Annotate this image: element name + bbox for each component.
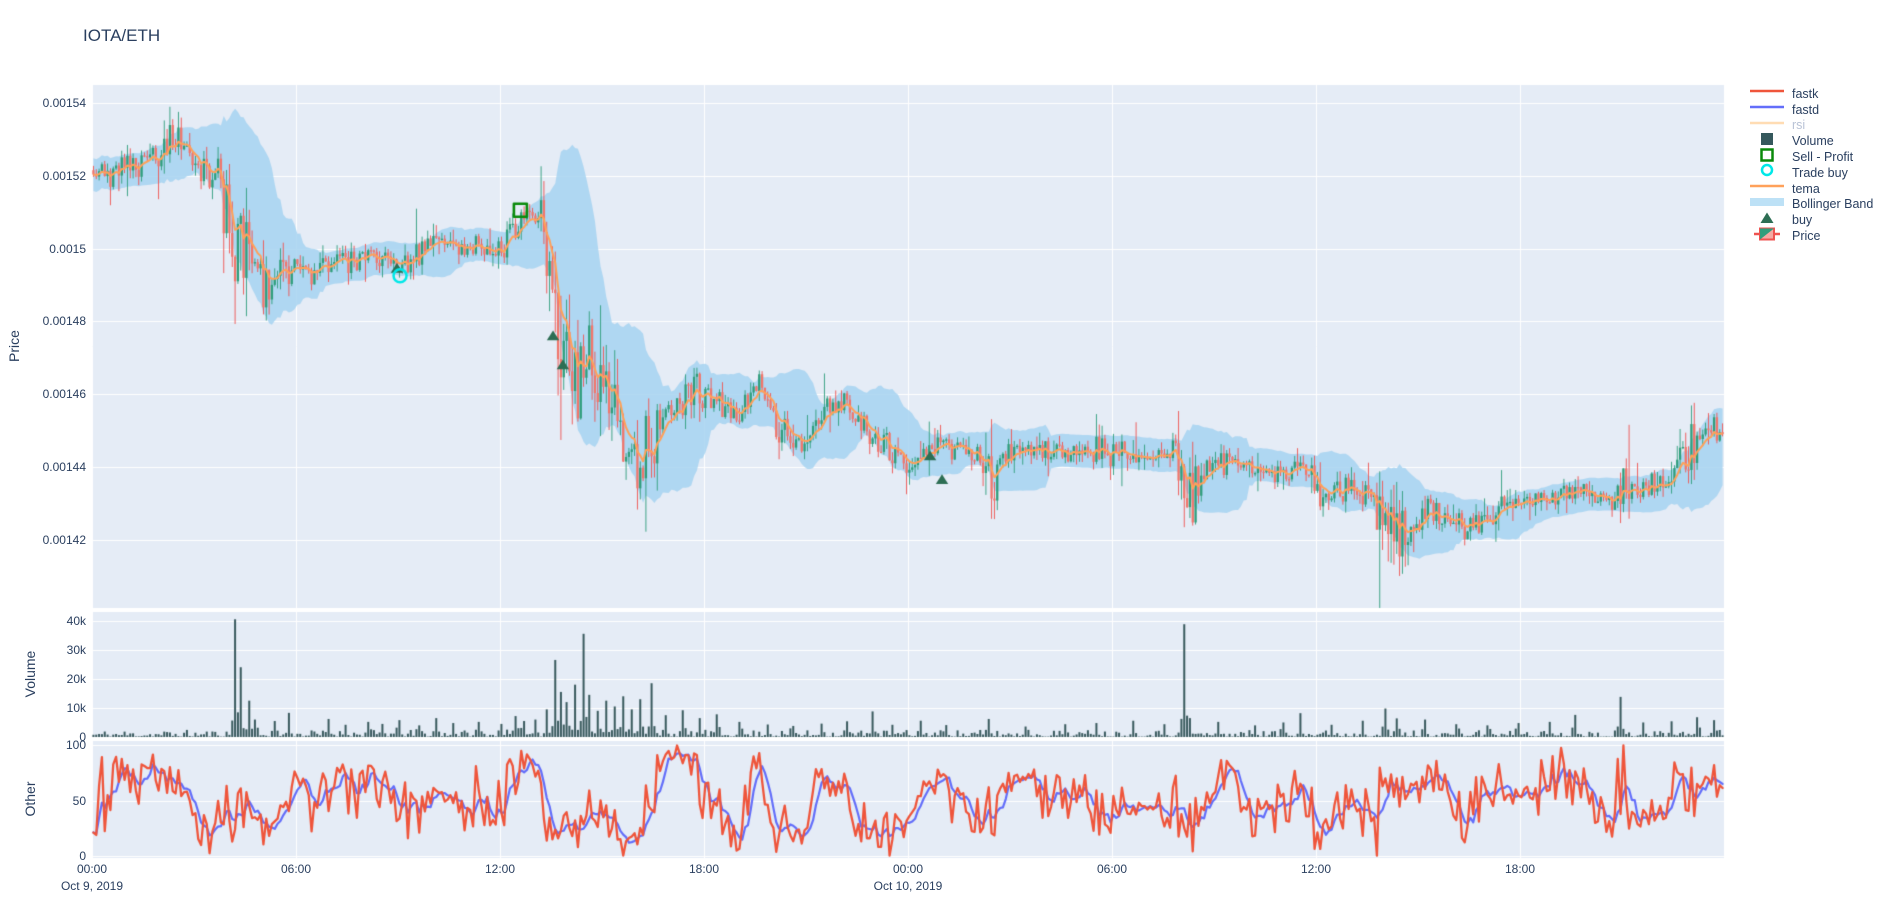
legend-item-label: Price [1792, 229, 1821, 244]
legend-item-price[interactable]: Price [1745, 227, 1887, 246]
legend-item-trade-buy[interactable]: Trade buy [1745, 163, 1887, 182]
price-swatch-icon [1745, 227, 1789, 246]
x-tick-label: 00:00 [76, 862, 108, 876]
x-tick-label: 12:00 [1300, 862, 1332, 876]
sell-profit-swatch-icon [1745, 147, 1789, 167]
tema-swatch-icon [1745, 179, 1789, 198]
legend-item-label: Volume [1792, 134, 1834, 149]
other-y-tick-label: 50 [72, 793, 86, 808]
legend-item-fastd[interactable]: fastd [1745, 102, 1887, 118]
legend-item-volume[interactable]: Volume [1745, 132, 1887, 151]
volume-y-tick-label: 20k [66, 671, 86, 686]
other-y-tick-label: 100 [65, 738, 86, 753]
legend: fastk fastd rsi Volume Sell - Profit Trade bu… [1745, 86, 1887, 244]
volume-y-tick-label: 0 [79, 730, 86, 744]
legend-item-rsi[interactable]: rsi [1745, 118, 1887, 134]
page-title: IOTA/ETH [83, 26, 161, 45]
x-tick-label: 06:00 [280, 862, 312, 876]
volume-y-tick-label: 10k [66, 700, 86, 715]
price-y-tick-label: 0.00142 [42, 532, 86, 547]
price-y-tick-label: 0.00154 [42, 95, 86, 110]
legend-item-label: fastk [1792, 86, 1819, 101]
fastd-swatch-icon [1745, 100, 1789, 119]
legend-item-tema[interactable]: tema [1745, 181, 1887, 197]
legend-item-label: fastd [1792, 102, 1820, 117]
volume-swatch-icon [1745, 132, 1789, 151]
rsi-swatch-icon [1745, 116, 1789, 135]
x-tick-label: 06:00 [1096, 862, 1128, 876]
legend-item-buy[interactable]: buy [1745, 212, 1887, 228]
legend-item-sell-profit[interactable]: Sell - Profit [1745, 147, 1887, 167]
x-tick-label: 18:00 [688, 862, 720, 876]
legend-item-label: Sell - Profit [1792, 150, 1854, 165]
legend-item-label: buy [1792, 213, 1813, 228]
price-y-tick-label: 0.0015 [49, 241, 86, 256]
volume-y-tick-label: 40k [66, 613, 86, 628]
trade-buy-swatch-icon [1745, 163, 1789, 182]
price-y-tick-label: 0.00146 [42, 387, 86, 402]
legend-item-label: tema [1792, 181, 1820, 196]
volume-y-tick-label: 30k [66, 642, 86, 657]
x-tick-label: 00:00 [892, 862, 924, 876]
other-y-tick-label: 0 [79, 848, 86, 863]
x-tick-date-label: Oct 10, 2019 [873, 879, 943, 893]
x-tick-label: 18:00 [1504, 862, 1536, 876]
legend-item-fastk[interactable]: fastk [1745, 86, 1887, 102]
price-y-tick-label: 0.00144 [42, 460, 86, 475]
legend-item-label: rsi [1792, 118, 1806, 133]
price-y-tick-label: 0.00152 [42, 168, 86, 183]
legend-item-label: Trade buy [1792, 165, 1848, 180]
legend-item-bollinger-band[interactable]: Bollinger Band [1745, 197, 1887, 213]
legend-item-label: Bollinger Band [1792, 197, 1874, 212]
x-tick-label: 12:00 [484, 862, 516, 876]
price-axis-title: Price [6, 330, 22, 362]
bollinger-band-swatch-icon [1745, 195, 1789, 214]
buy-swatch-icon [1745, 211, 1789, 230]
x-tick-date-label: Oct 9, 2019 [60, 879, 124, 893]
fastk-swatch-icon [1745, 84, 1789, 103]
price-y-tick-label: 0.00148 [42, 314, 86, 329]
